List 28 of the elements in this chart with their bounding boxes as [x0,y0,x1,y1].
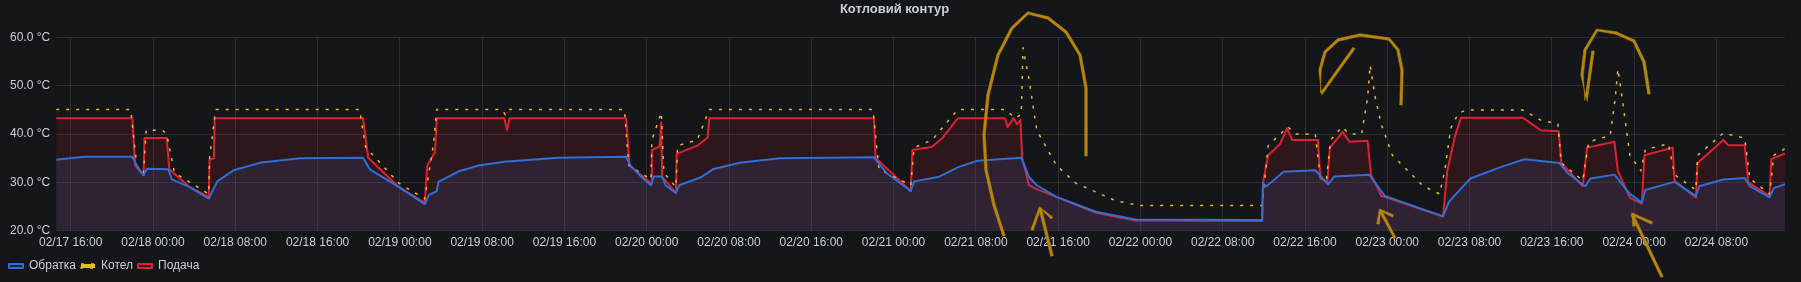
x-tick-label: 02/20 00:00 [615,235,679,250]
x-tick-label: 02/21 00:00 [861,235,926,250]
y-tick-label: 20.0 °C [10,222,51,237]
y-tick-label: 60.0 °C [10,29,51,44]
chart-title: Котловий контур [839,1,950,17]
y-tick-label: 50.0 °C [10,78,51,93]
x-tick-label: 02/17 16:00 [39,235,103,250]
x-tick-label: 02/19 16:00 [532,235,597,250]
legend-label: Котел [100,258,134,273]
x-tick-label: 02/19 00:00 [368,235,432,250]
x-tick-label: 02/20 16:00 [779,235,844,250]
x-tick-label: 02/23 08:00 [1437,235,1502,250]
x-tick-label: 02/20 08:00 [697,235,762,250]
x-tick-label: 02/22 00:00 [1108,235,1173,250]
y-tick-label: 30.0 °C [10,174,51,189]
x-tick-label: 02/18 08:00 [203,235,268,250]
y-tick-label: 40.0 °C [10,126,51,141]
x-tick-label: 02/22 16:00 [1273,235,1338,250]
x-tick-label: 02/23 16:00 [1520,235,1584,250]
legend-label: Обратка [29,258,77,273]
x-tick-label: 02/19 08:00 [450,235,515,250]
x-tick-label: 02/18 00:00 [121,235,186,250]
x-tick-label: 02/21 08:00 [944,235,1008,250]
x-tick-label: 02/23 00:00 [1355,235,1420,250]
legend-label: Подача [158,258,200,273]
x-tick-label: 02/22 08:00 [1191,235,1255,250]
x-tick-label: 02/18 16:00 [285,235,350,250]
x-tick-label: 02/24 08:00 [1684,235,1749,250]
